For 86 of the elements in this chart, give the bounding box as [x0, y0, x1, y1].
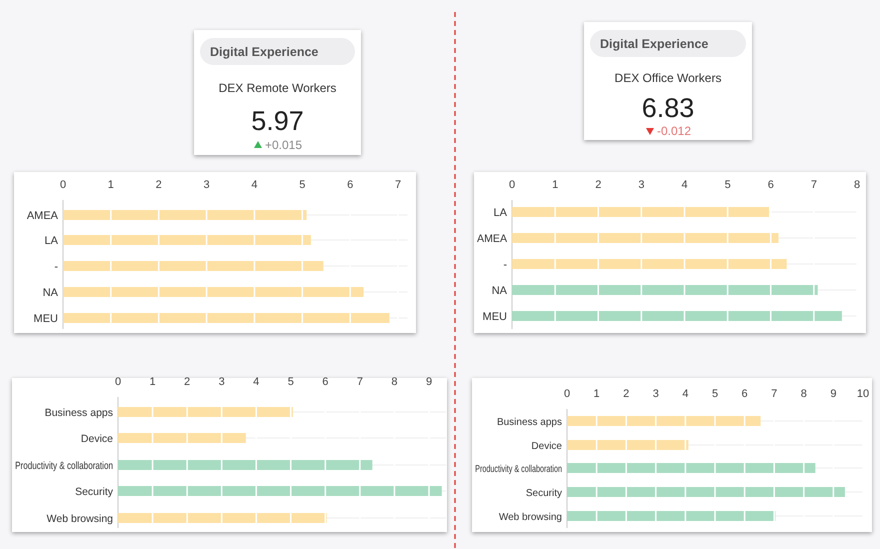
x-tick-label: 5 [299, 179, 306, 191]
bar [63, 235, 311, 245]
y-tick-label: Device [531, 441, 562, 452]
x-tick-label: 0 [508, 179, 516, 191]
y-tick-label: AMEA [26, 210, 59, 222]
y-tick-label: Device [80, 433, 114, 445]
x-tick-label: 7 [771, 388, 778, 400]
y-tick-label: Business apps [496, 417, 562, 428]
bar [63, 287, 364, 297]
x-tick-label: 4 [251, 179, 258, 191]
x-tick-label: 1 [149, 376, 156, 388]
bar [567, 511, 776, 521]
x-tick-label: 5 [288, 376, 294, 388]
bar [118, 433, 246, 443]
text: +0.015 [264, 138, 302, 152]
x-tick-label: 3 [218, 376, 225, 388]
bar [118, 407, 293, 417]
x-tick-label: 8 [800, 388, 807, 400]
bar [512, 285, 818, 295]
y-tick-label: Business apps [44, 407, 113, 419]
x-tick-label: 3 [204, 179, 210, 191]
x-tick-label: 2 [623, 388, 630, 400]
x-tick-label: 8 [854, 179, 860, 191]
text: Digital Experience [600, 37, 708, 51]
text: -0.012 [656, 124, 692, 138]
y-tick-label: - [503, 259, 508, 271]
bar [63, 313, 390, 323]
bar [512, 207, 770, 217]
x-tick-label: 1 [552, 179, 558, 191]
x-tick-label: 3 [652, 388, 659, 400]
x-tick-label: 7 [810, 179, 817, 191]
x-tick-label: 2 [595, 179, 602, 191]
y-tick-label: Web browsing [498, 512, 562, 523]
y-tick-label: MEU [482, 311, 508, 323]
bar [512, 259, 787, 269]
x-tick-label: 9 [426, 376, 432, 388]
y-tick-label: AMEA [477, 232, 508, 246]
x-tick-label: 4 [681, 179, 688, 191]
bar [118, 513, 327, 523]
y-tick-label: Security [526, 488, 562, 499]
bar [63, 261, 324, 271]
x-tick-label: 10 [856, 388, 870, 400]
x-tick-label: 0 [114, 376, 122, 388]
text: DEX Office Workers [614, 71, 722, 85]
x-tick-label: 1 [594, 388, 600, 400]
bar [567, 463, 816, 473]
y-tick-label: MEU [34, 313, 58, 325]
bar [512, 233, 779, 243]
bar [118, 460, 372, 470]
text: 6.83 [642, 93, 694, 123]
x-tick-label: 6 [742, 388, 748, 400]
y-tick-label: LA [44, 235, 59, 247]
x-tick-label: 7 [394, 179, 402, 191]
y-tick-label: Web browsing [46, 513, 114, 525]
text: Digital Experience [210, 45, 318, 59]
bar [567, 487, 845, 497]
x-tick-label: 6 [347, 179, 354, 191]
y-tick-label: - [54, 261, 58, 273]
x-tick-label: 6 [768, 179, 774, 191]
x-tick-label: 8 [391, 376, 398, 388]
x-tick-label: 4 [682, 388, 688, 400]
x-tick-label: 5 [712, 388, 718, 400]
x-tick-label: 4 [253, 376, 260, 388]
bar [118, 486, 442, 496]
y-tick-label: Productivity & collaboration [15, 460, 113, 472]
x-tick-label: 7 [356, 376, 363, 388]
y-tick-label: Productivity & collaboration [475, 462, 562, 474]
x-tick-label: 5 [724, 179, 731, 191]
y-tick-label: Security [75, 486, 114, 498]
x-tick-label: 1 [108, 179, 114, 191]
x-tick-label: 2 [156, 179, 162, 191]
bar [512, 311, 842, 321]
x-tick-label: 0 [60, 179, 66, 191]
text: 5.97 [251, 106, 304, 136]
bar [63, 210, 307, 220]
x-tick-label: 9 [830, 388, 836, 400]
y-tick-label: NA [492, 285, 508, 297]
y-tick-label: LA [494, 207, 508, 219]
text: DEX Remote Workers [218, 81, 336, 95]
x-tick-label: 6 [322, 376, 328, 388]
y-tick-label: NA [42, 287, 59, 299]
bar [567, 440, 688, 450]
x-tick-label: 2 [184, 376, 190, 388]
x-tick-label: 3 [638, 179, 644, 191]
bar [567, 416, 761, 426]
x-tick-label: 0 [564, 388, 570, 400]
